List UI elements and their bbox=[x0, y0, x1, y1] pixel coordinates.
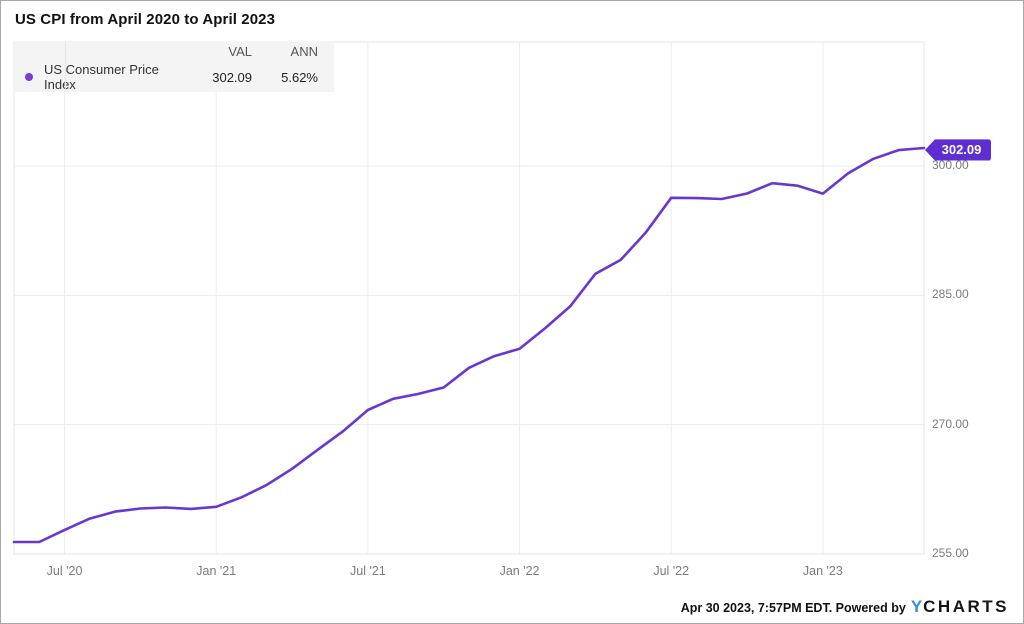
gridlines bbox=[14, 42, 924, 555]
legend-val-value: 302.09 bbox=[212, 69, 252, 85]
gridline-through-legend bbox=[65, 42, 66, 92]
legend-series-label[interactable]: US Consumer Price Index bbox=[44, 62, 159, 92]
y-axis-label: 300.00 bbox=[932, 158, 969, 172]
x-axis-label: Jan '23 bbox=[802, 564, 843, 578]
legend-box: VAL ANN US Consumer Price Index 302.09 5… bbox=[14, 41, 334, 92]
ycharts-logo[interactable]: Y CHARTS bbox=[911, 597, 1009, 617]
cpi-series-line[interactable] bbox=[12, 146, 926, 544]
ycharts-logo-y: Y bbox=[910, 597, 924, 616]
x-axis-label: Jan '21 bbox=[196, 564, 237, 578]
latest-value-text: 302.09 bbox=[941, 142, 982, 158]
x-axis-label: Jan '22 bbox=[499, 564, 540, 578]
footer: Apr 30 2023, 7:57PM EDT. Powered by Y CHA… bbox=[681, 597, 1009, 617]
chart-title: US CPI from April 2020 to April 2023 bbox=[15, 11, 276, 28]
plot-border bbox=[13, 41, 925, 555]
y-axis-label: 285.00 bbox=[932, 287, 969, 302]
x-axis-label: Jul '22 bbox=[653, 564, 690, 578]
y-axis-label: 255.00 bbox=[932, 546, 969, 560]
series-dot-icon bbox=[25, 73, 33, 81]
y-axis-label: 270.00 bbox=[932, 416, 969, 431]
footer-timestamp: Apr 30 2023, 7:57PM EDT. Powered by bbox=[680, 601, 906, 615]
legend-ann-value: 5.62% bbox=[281, 69, 318, 85]
ycharts-logo-charts: CHARTS bbox=[923, 597, 1009, 616]
x-axis-label: Jul '20 bbox=[46, 564, 83, 578]
legend-ann-header: ANN bbox=[290, 44, 318, 59]
x-axis-label: Jul '21 bbox=[350, 564, 386, 578]
legend-val-header: VAL bbox=[228, 44, 252, 59]
latest-value-badge: 302.09 bbox=[925, 139, 991, 161]
